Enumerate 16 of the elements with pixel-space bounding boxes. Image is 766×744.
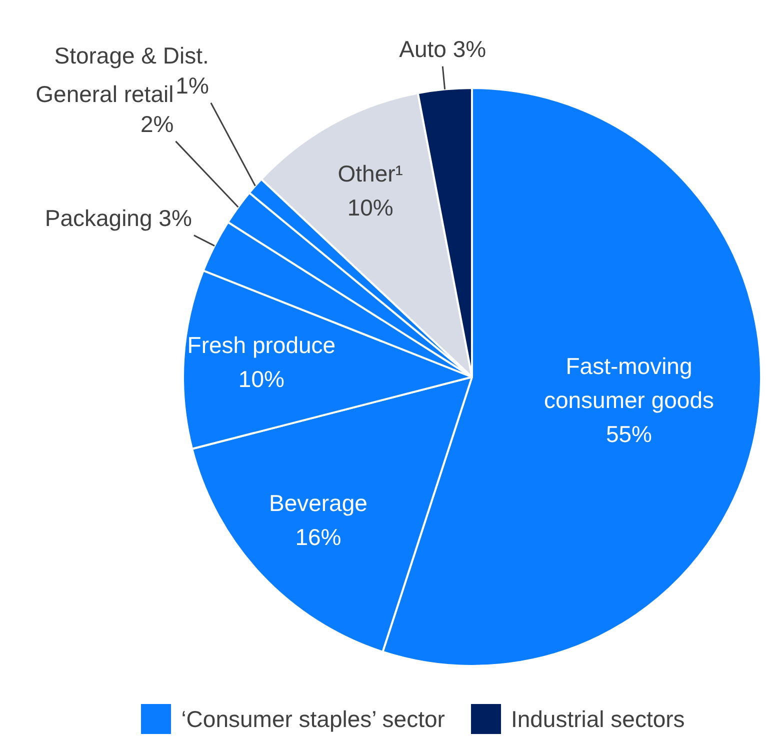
text: ‘Consumer staples’ sector [181, 706, 445, 732]
data-label: 1% [176, 72, 209, 99]
data-label: 10% [347, 194, 394, 220]
slice-label: Storage & Dist. [54, 42, 209, 69]
text: Industrial sectors [510, 706, 685, 732]
slice-label: General retail [36, 81, 174, 108]
data-label: 2% [140, 111, 174, 138]
data-label: 55% [606, 421, 652, 448]
slice-label: Auto 3% [399, 36, 486, 62]
data-label: 16% [295, 524, 342, 550]
slice-label: Fast-moving consumer goods [544, 353, 714, 414]
slice-label: Fresh produce [187, 332, 336, 358]
data-label: 10% [238, 366, 284, 392]
slice-label: Beverage [268, 490, 368, 516]
slice-label: Other¹ [338, 160, 404, 186]
slice-label: Packaging 3% [44, 205, 192, 232]
